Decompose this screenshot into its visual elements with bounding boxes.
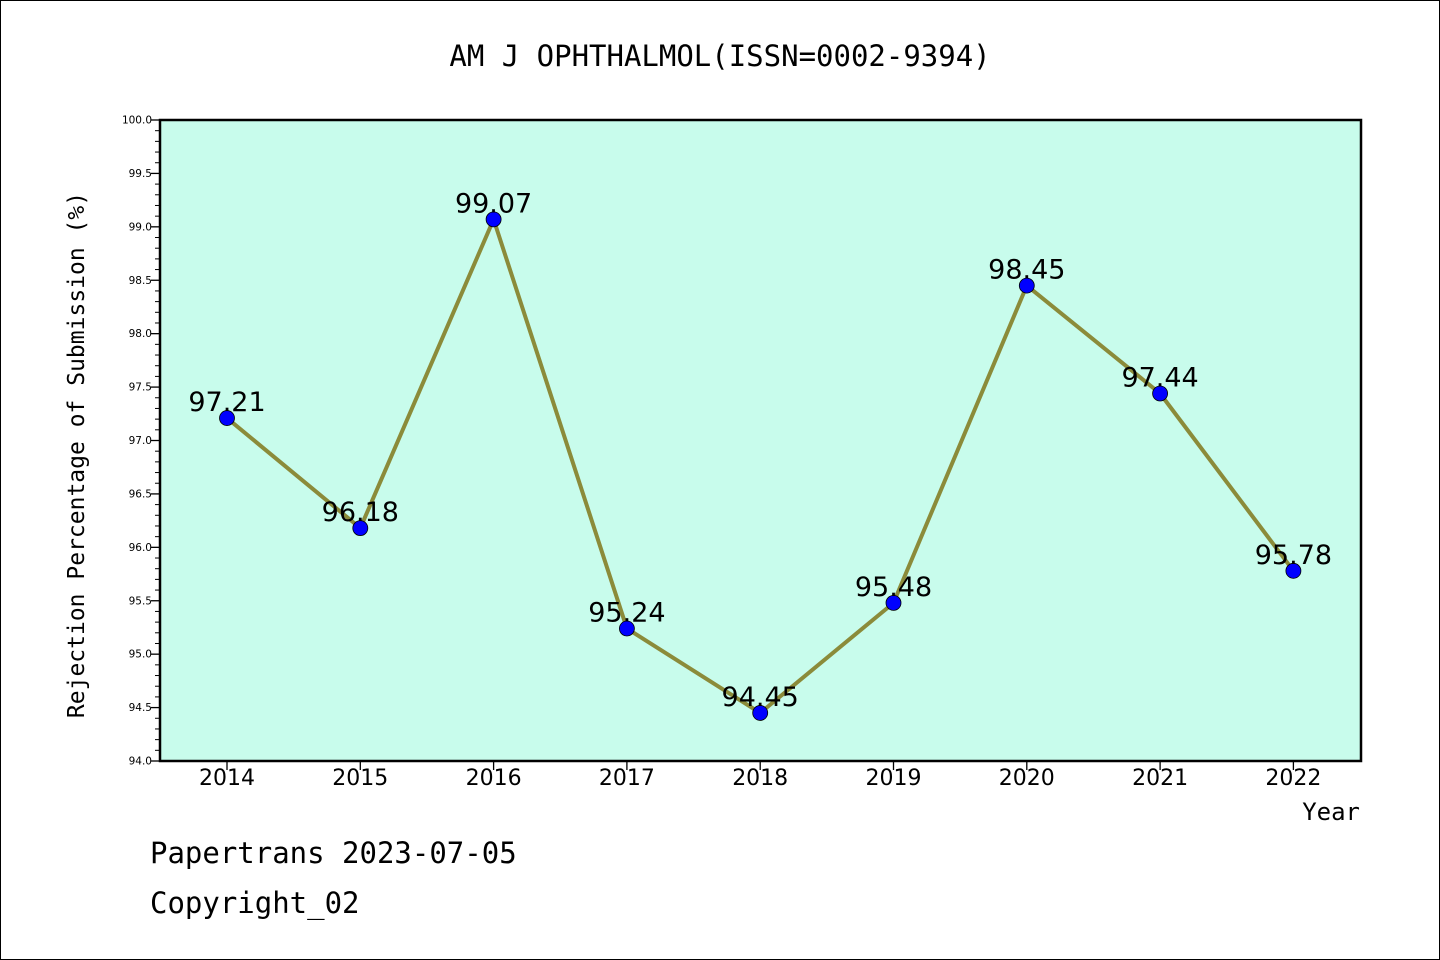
y-tick-label: 97.5	[129, 382, 152, 394]
y-tick-label: 98.5	[129, 275, 152, 287]
y-tick-label: 100.0	[122, 115, 152, 127]
y-tick-label: 96.0	[129, 542, 152, 554]
data-point	[485, 211, 502, 228]
y-tick-label: 96.5	[129, 488, 152, 500]
y-tick-label: 97.0	[129, 435, 152, 447]
x-tick-label: 2015	[332, 766, 388, 791]
x-tick-label: 2016	[466, 766, 522, 791]
x-tick-label: 2014	[199, 766, 255, 791]
data-label: 98.45	[988, 255, 1065, 286]
plot-area	[158, 118, 1363, 763]
data-label: 97.44	[1121, 362, 1198, 393]
x-axis-label: Year	[1302, 798, 1360, 826]
y-tick-label: 99.5	[129, 168, 152, 180]
y-axis-label: Rejection Percentage of Submission (%)	[64, 192, 90, 718]
data-point	[219, 410, 235, 426]
x-tick-label: 2020	[999, 766, 1055, 791]
y-tick-label: 94.0	[129, 756, 152, 768]
x-tick-label: 2017	[599, 766, 655, 791]
x-tick-label: 2019	[866, 766, 922, 791]
chart-title: AM J OPHTHALMOL(ISSN=0002-9394)	[449, 39, 990, 73]
data-labels: 97.21 96.18 99.07 95.24 94.45 95.48 98.45 97.44…	[188, 188, 1332, 713]
y-tick-label: 95.0	[129, 649, 152, 661]
data-label: 95.24	[588, 598, 665, 629]
y-axis-ticks: 94.0 94.5 95.0 95.5 96.0 96.5 97.0 97.5 98.0 98.5…	[122, 115, 160, 768]
data-point	[1152, 385, 1168, 402]
data-label: 95.48	[855, 572, 932, 603]
data-point	[352, 520, 369, 537]
data-point	[1018, 277, 1035, 294]
series-markers	[219, 211, 1302, 721]
data-label: 96.18	[322, 497, 399, 528]
data-label: 99.07	[455, 188, 532, 219]
footer-copyright: Copyright_02	[150, 886, 360, 920]
x-tick-label: 2018	[732, 766, 788, 791]
y-tick-label: 94.5	[129, 702, 152, 714]
x-tick-label: 2021	[1132, 766, 1188, 791]
data-point	[619, 620, 635, 637]
data-label: 97.21	[188, 387, 265, 418]
y-tick-label: 98.0	[129, 328, 152, 340]
data-point	[1285, 562, 1302, 579]
data-point	[885, 594, 902, 611]
y-tick-label: 99.0	[129, 221, 152, 233]
data-point	[752, 705, 769, 721]
data-label: 95.78	[1255, 540, 1332, 571]
y-tick-label: 95.5	[129, 595, 152, 607]
footer-papertrans: Papertrans 2023-07-05	[150, 836, 517, 870]
data-label: 94.45	[722, 682, 799, 713]
x-axis-ticks: 2014 2015 2016 2017 2018 2019 2020 2021 2022	[199, 761, 1321, 791]
x-tick-label: 2022	[1265, 766, 1321, 791]
